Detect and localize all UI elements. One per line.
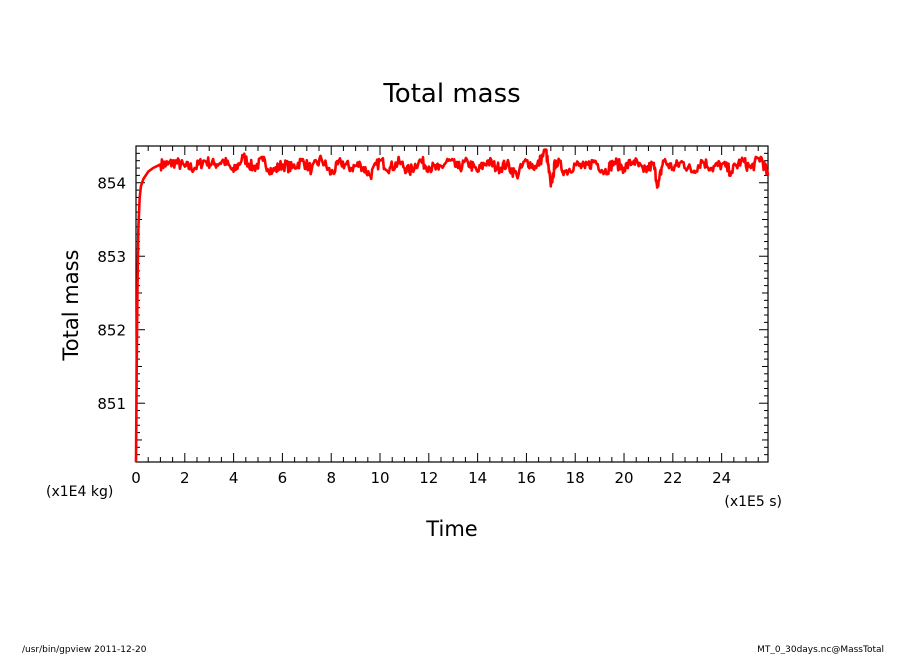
y-tick-label: 853	[97, 248, 126, 266]
x-tick-label: 12	[419, 469, 438, 487]
x-axis-ticks	[135, 146, 759, 462]
series-line-total-mass	[134, 148, 770, 463]
y-axis-label: Total mass	[59, 250, 83, 362]
plot-frame	[135, 145, 769, 463]
x-tick-label: 14	[468, 469, 487, 487]
x-tick-label: 6	[278, 469, 288, 487]
y-unit-label: (x1E4 kg)	[46, 484, 113, 500]
footer-right-text: MT_0_30days.nc@MassTotal	[757, 645, 884, 654]
x-tick-label: 2	[180, 469, 190, 487]
x-tick-label: 18	[566, 469, 585, 487]
chart-title: Total mass	[382, 79, 520, 109]
y-tick-label: 851	[97, 395, 126, 413]
x-tick-label: 16	[517, 469, 536, 487]
x-tick-label: 8	[326, 469, 336, 487]
x-tick-label: 24	[712, 469, 731, 487]
x-tick-label: 4	[229, 469, 239, 487]
y-axis-ticks	[136, 145, 768, 463]
x-axis-label: Time	[425, 517, 477, 541]
x-tick-labels: 0 2 4 6 8 10 12 14 16 18 20 22 24	[131, 469, 731, 487]
x-tick-label: 10	[370, 469, 389, 487]
x-tick-label: 20	[614, 469, 633, 487]
footer-left-text: /usr/bin/gpview 2011-12-20	[22, 645, 147, 654]
x-tick-label: 22	[663, 469, 682, 487]
y-tick-label: 852	[97, 322, 126, 340]
y-tick-labels: 851 852 853 854	[97, 175, 126, 413]
x-tick-label: 0	[131, 469, 141, 487]
x-unit-label: (x1E5 s)	[724, 494, 782, 510]
y-tick-label: 854	[97, 175, 126, 193]
plot-area	[134, 145, 770, 463]
